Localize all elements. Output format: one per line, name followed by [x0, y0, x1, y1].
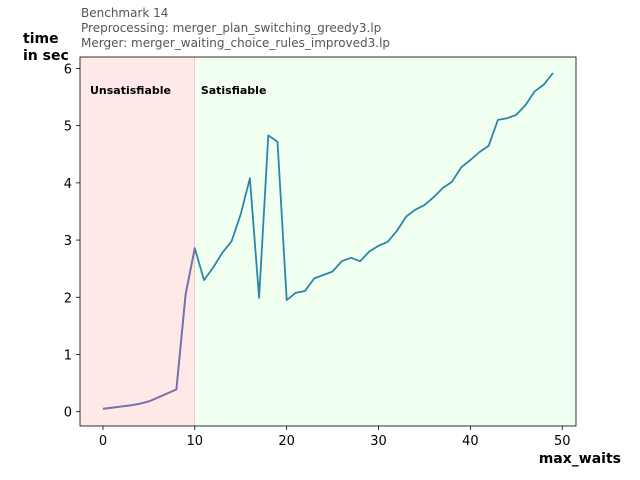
y-tick-label: 3 [64, 234, 72, 249]
region-labels: Unsatisfiable Satisfiable [90, 84, 266, 97]
x-axis-ticks: 0 10 20 30 40 50 [99, 426, 571, 449]
y-tick-label: 1 [64, 348, 72, 363]
plot-frame [79, 56, 577, 427]
region-backgrounds [80, 57, 576, 426]
series-lines [102, 72, 554, 410]
y-axis-label-line-2: in sec [23, 48, 69, 64]
region-satisfiable [194, 57, 576, 426]
title-line-3: Merger: merger_waiting_choice_rules_impr… [81, 36, 390, 50]
x-tick-label: 20 [278, 434, 295, 449]
y-tick-label: 2 [64, 291, 72, 306]
x-tick-label: 40 [462, 434, 479, 449]
chart-title: Benchmark 14 Preprocessing: merger_plan_… [81, 6, 390, 50]
title-line-1: Benchmark 14 [81, 6, 168, 20]
title-line-2: Preprocessing: merger_plan_switching_gre… [81, 21, 381, 35]
x-tick-label: 0 [99, 434, 107, 449]
y-tick-label: 0 [64, 406, 72, 421]
region-label-0: Unsatisfiable [90, 84, 171, 97]
y-axis-ticks: 0 1 2 3 4 5 6 [64, 62, 80, 421]
y-tick-label: 4 [64, 177, 72, 192]
x-tick-label: 30 [370, 434, 387, 449]
region-label-1: Satisfiable [201, 84, 267, 97]
y-tick-label: 5 [64, 120, 72, 135]
series-line-unsat-segment [102, 247, 196, 410]
y-axis-label: time in sec [23, 31, 69, 64]
x-axis-label: max_waits [539, 451, 621, 467]
x-tick-label: 10 [187, 434, 204, 449]
y-axis-label-line-1: time [23, 31, 59, 47]
region-unsatisfiable [80, 57, 195, 426]
y-tick-label: 6 [64, 62, 72, 77]
x-tick-label: 50 [554, 434, 571, 449]
